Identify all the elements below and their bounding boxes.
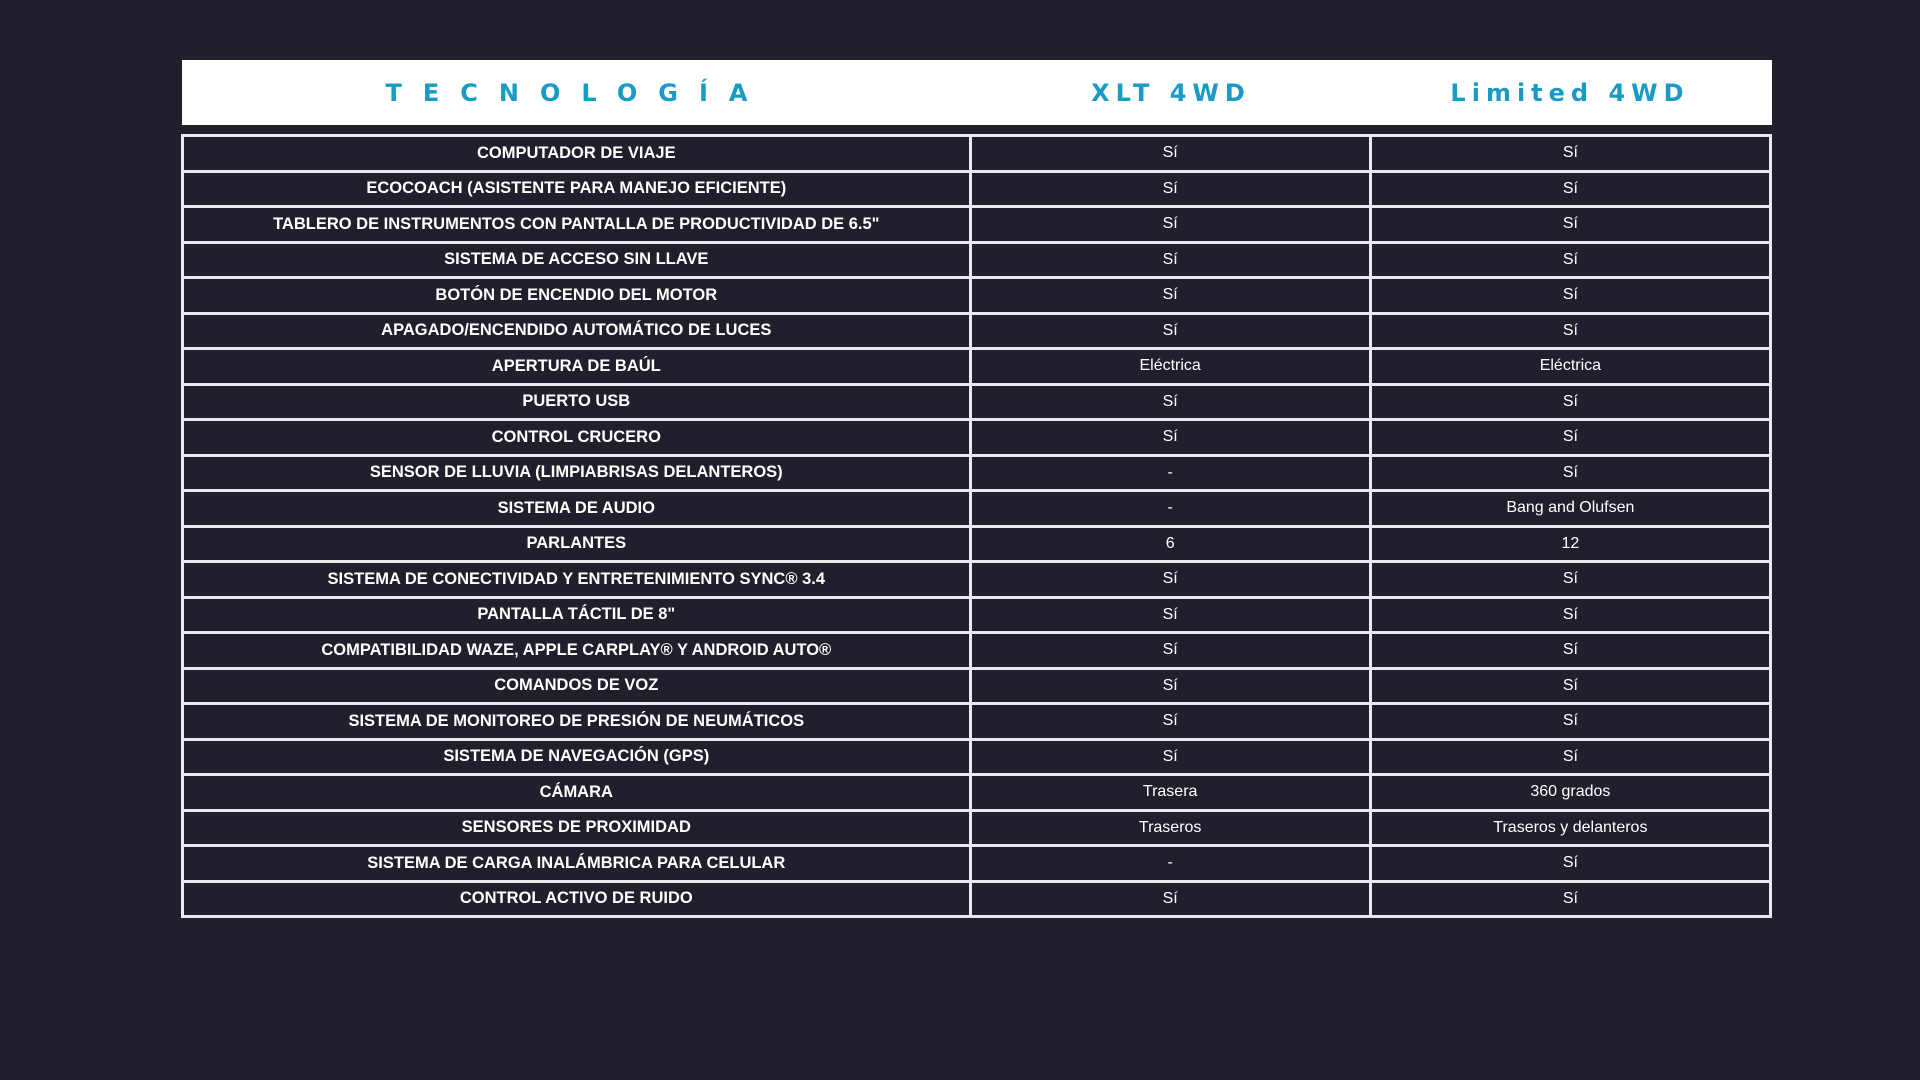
limited-cell: Sí [1368,844,1773,883]
limited-cell: Sí [1368,595,1773,634]
feature-cell: SISTEMA DE AUDIO [181,489,972,528]
table-row: CÁMARA Trasera 360 grados [181,773,1773,812]
xlt-cell: Sí [968,134,1372,173]
feature-cell: ECOCOACH (ASISTENTE PARA MANEJO EFICIENT… [181,169,972,208]
feature-cell: SISTEMA DE MONITOREO DE PRESIÓN DE NEUMÁ… [181,702,972,741]
xlt-cell: - [968,489,1372,528]
xlt-cell: Sí [968,169,1372,208]
table-row: CONTROL ACTIVO DE RUIDO Sí Sí [181,879,1773,918]
limited-cell: Eléctrica [1368,347,1773,386]
table-row: APERTURA DE BAÚL Eléctrica Eléctrica [181,347,1773,386]
feature-cell: SENSORES DE PROXIMIDAD [181,808,972,847]
xlt-cell: 6 [968,524,1372,563]
feature-cell: CONTROL ACTIVO DE RUIDO [181,879,972,918]
table-row: ECOCOACH (ASISTENTE PARA MANEJO EFICIENT… [181,169,1773,208]
xlt-cell: Sí [968,879,1372,918]
table-row: COMANDOS DE VOZ Sí Sí [181,666,1773,705]
xlt-cell: Sí [968,702,1372,741]
feature-cell: BOTÓN DE ENCENDIO DEL MOTOR [181,276,972,315]
table-row: SISTEMA DE MONITOREO DE PRESIÓN DE NEUMÁ… [181,702,1773,741]
xlt-cell: Sí [968,276,1372,315]
xlt-cell: Sí [968,560,1372,599]
limited-cell: Sí [1368,737,1773,776]
limited-cell: Sí [1368,311,1773,350]
feature-cell: PANTALLA TÁCTIL DE 8" [181,595,972,634]
limited-cell: Sí [1368,134,1773,173]
xlt-cell: Sí [968,737,1372,776]
table-row: SISTEMA DE ACCESO SIN LLAVE Sí Sí [181,240,1773,279]
table-row: COMPUTADOR DE VIAJE Sí Sí [181,134,1773,173]
limited-cell: 360 grados [1368,773,1773,812]
limited-cell: Sí [1368,702,1773,741]
limited-cell: Sí [1368,666,1773,705]
table-row: SENSOR DE LLUVIA (LIMPIABRISAS DELANTERO… [181,453,1773,492]
feature-cell: CONTROL CRUCERO [181,418,972,457]
table-row: CONTROL CRUCERO Sí Sí [181,418,1773,457]
xlt-cell: Sí [968,311,1372,350]
limited-cell: Sí [1368,418,1773,457]
feature-cell: SENSOR DE LLUVIA (LIMPIABRISAS DELANTERO… [181,453,972,492]
feature-cell: APERTURA DE BAÚL [181,347,972,386]
limited-cell: Sí [1368,560,1773,599]
xlt-cell: Sí [968,205,1372,244]
table-row: APAGADO/ENCENDIDO AUTOMÁTICO DE LUCES Sí S… [181,311,1773,350]
table-row: SISTEMA DE NAVEGACIÓN (GPS) Sí Sí [181,737,1773,776]
limited-cell: Sí [1368,453,1773,492]
table-row: SISTEMA DE CONECTIVIDAD Y ENTRETENIMIENT… [181,560,1773,599]
feature-cell: SISTEMA DE CARGA INALÁMBRICA PARA CELULA… [181,844,972,883]
table-row: SISTEMA DE CARGA INALÁMBRICA PARA CELULA… [181,844,1773,883]
xlt-cell: Sí [968,418,1372,457]
feature-cell: SISTEMA DE ACCESO SIN LLAVE [181,240,972,279]
table-row: COMPATIBILIDAD WAZE, APPLE CARPLAY® Y AN… [181,631,1773,670]
xlt-cell: Trasera [968,773,1372,812]
header-limited: Limited 4WD [1450,78,1690,107]
feature-cell: COMPATIBILIDAD WAZE, APPLE CARPLAY® Y AN… [181,631,972,670]
limited-cell: Bang and Olufsen [1368,489,1773,528]
xlt-cell: Sí [968,382,1372,421]
limited-cell: 12 [1368,524,1773,563]
table-row: BOTÓN DE ENCENDIO DEL MOTOR Sí Sí [181,276,1773,315]
limited-cell: Sí [1368,205,1773,244]
table-row: TABLERO DE INSTRUMENTOS CON PANTALLA DE … [181,205,1773,244]
xlt-cell: - [968,844,1372,883]
limited-cell: Traseros y delanteros [1368,808,1773,847]
limited-cell: Sí [1368,169,1773,208]
limited-cell: Sí [1368,276,1773,315]
table-header: TECNOLOGÍA XLT 4WD Limited 4WD [182,60,1772,125]
table-row: SISTEMA DE AUDIO - Bang and Olufsen [181,489,1773,528]
table-row: PARLANTES 6 12 [181,524,1773,563]
feature-cell: COMPUTADOR DE VIAJE [181,134,972,173]
feature-cell: TABLERO DE INSTRUMENTOS CON PANTALLA DE … [181,205,972,244]
feature-cell: SISTEMA DE CONECTIVIDAD Y ENTRETENIMIENT… [181,560,972,599]
xlt-cell: Sí [968,240,1372,279]
xlt-cell: Eléctrica [968,347,1372,386]
limited-cell: Sí [1368,240,1773,279]
feature-cell: COMANDOS DE VOZ [181,666,972,705]
spec-table: COMPUTADOR DE VIAJE Sí Sí ECOCOACH (ASISTEN… [181,134,1773,918]
feature-cell: SISTEMA DE NAVEGACIÓN (GPS) [181,737,972,776]
feature-cell: APAGADO/ENCENDIDO AUTOMÁTICO DE LUCES [181,311,972,350]
xlt-cell: Sí [968,666,1372,705]
table-row: PANTALLA TÁCTIL DE 8" Sí Sí [181,595,1773,634]
xlt-cell: Sí [968,631,1372,670]
table-row: SENSORES DE PROXIMIDAD Traseros Traseros y… [181,808,1773,847]
limited-cell: Sí [1368,879,1773,918]
feature-cell: PUERTO USB [181,382,972,421]
xlt-cell: - [968,453,1372,492]
xlt-cell: Traseros [968,808,1372,847]
limited-cell: Sí [1368,382,1773,421]
feature-cell: CÁMARA [181,773,972,812]
header-feature: TECNOLOGÍA [385,78,769,107]
table-row: PUERTO USB Sí Sí [181,382,1773,421]
xlt-cell: Sí [968,595,1372,634]
feature-cell: PARLANTES [181,524,972,563]
limited-cell: Sí [1368,631,1773,670]
header-xlt: XLT 4WD [1091,78,1251,107]
